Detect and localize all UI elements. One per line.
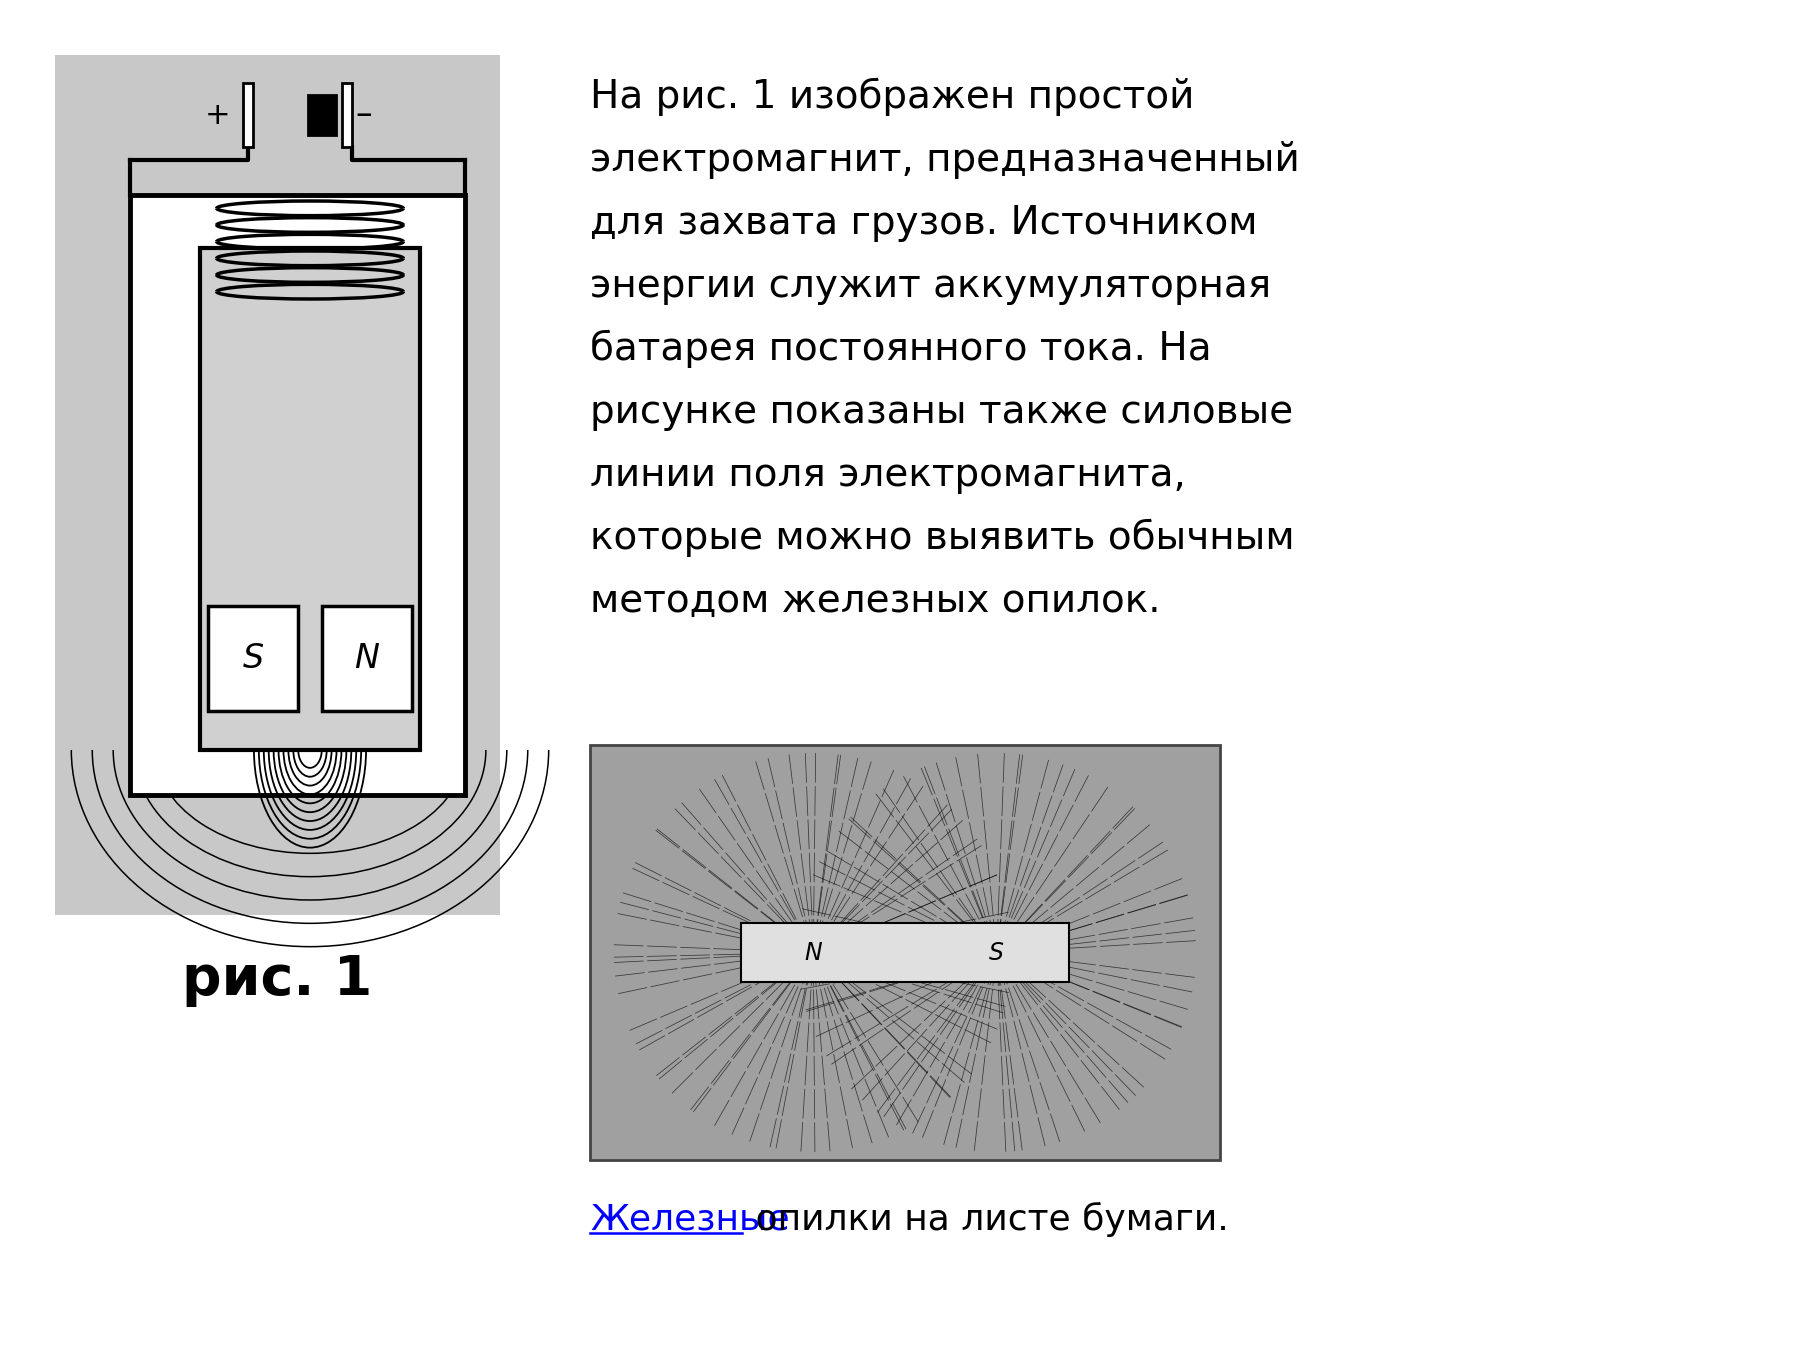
Bar: [130, 194, 464, 795]
Text: N: N: [355, 641, 380, 675]
Bar: [209, 606, 299, 711]
Text: опилки на листе бумаги.: опилки на листе бумаги.: [743, 1202, 1229, 1237]
Bar: [590, 745, 1220, 1160]
Text: рис. 1: рис. 1: [182, 953, 373, 1007]
Bar: [322, 606, 412, 711]
Text: +: +: [205, 100, 230, 130]
Text: электромагнит, предназначенный: электромагнит, предназначенный: [590, 140, 1300, 180]
Text: рисунке показаны также силовые: рисунке показаны также силовые: [590, 393, 1292, 431]
Text: N: N: [805, 941, 823, 964]
Text: батарея постоянного тока. На: батарея постоянного тока. На: [590, 329, 1211, 369]
Bar: [742, 923, 1069, 981]
Text: которые можно выявить обычным: которые можно выявить обычным: [590, 518, 1294, 558]
Text: Железные: Железные: [590, 1202, 790, 1237]
Text: На рис. 1 изображен простой: На рис. 1 изображен простой: [590, 78, 1195, 116]
Bar: [342, 82, 353, 147]
Text: энергии служит аккумуляторная: энергии служит аккумуляторная: [590, 267, 1271, 305]
Text: –: –: [356, 99, 373, 131]
Text: методом железных опилок.: методом железных опилок.: [590, 582, 1161, 620]
Text: для захвата грузов. Источником: для захвата грузов. Источником: [590, 204, 1258, 242]
Bar: [56, 55, 500, 915]
Text: S: S: [990, 941, 1004, 964]
Bar: [243, 82, 254, 147]
Bar: [308, 95, 337, 135]
Bar: [200, 248, 419, 751]
Text: S: S: [243, 641, 263, 675]
Text: линии поля электромагнита,: линии поля электромагнита,: [590, 456, 1186, 494]
